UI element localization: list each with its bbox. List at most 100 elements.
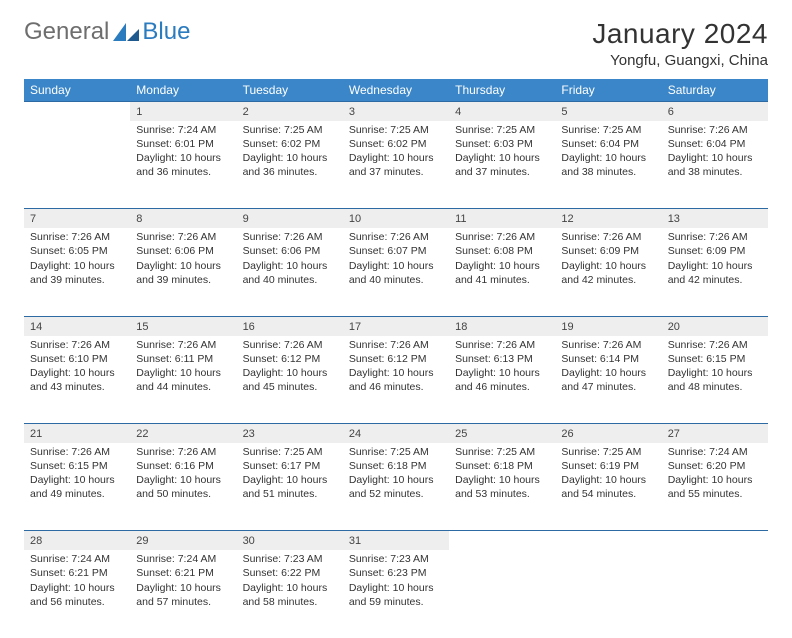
day-number-cell bbox=[24, 102, 130, 121]
sunrise-text: Sunrise: 7:26 AM bbox=[668, 230, 762, 244]
sunrise-text: Sunrise: 7:26 AM bbox=[136, 445, 230, 459]
sunrise-text: Sunrise: 7:25 AM bbox=[349, 445, 443, 459]
day-number-cell bbox=[662, 531, 768, 550]
day-content-cell bbox=[449, 550, 555, 638]
header: General Blue January 2024 Yongfu, Guangx… bbox=[24, 18, 768, 69]
day-content-cell: Sunrise: 7:26 AMSunset: 6:10 PMDaylight:… bbox=[24, 336, 130, 424]
sunrise-text: Sunrise: 7:26 AM bbox=[349, 230, 443, 244]
daylight-text: Daylight: 10 hours and 56 minutes. bbox=[30, 581, 124, 609]
brand-logo: General Blue bbox=[24, 18, 190, 46]
day-content-cell: Sunrise: 7:26 AMSunset: 6:09 PMDaylight:… bbox=[555, 228, 661, 316]
day-content-cell: Sunrise: 7:26 AMSunset: 6:16 PMDaylight:… bbox=[130, 443, 236, 531]
sunset-text: Sunset: 6:01 PM bbox=[136, 137, 230, 151]
sunrise-text: Sunrise: 7:26 AM bbox=[30, 338, 124, 352]
sunrise-text: Sunrise: 7:24 AM bbox=[668, 445, 762, 459]
day-number-cell: 24 bbox=[343, 424, 449, 443]
daynum-row: 78910111213 bbox=[24, 209, 768, 228]
sunrise-text: Sunrise: 7:26 AM bbox=[455, 338, 549, 352]
day-content-cell: Sunrise: 7:25 AMSunset: 6:04 PMDaylight:… bbox=[555, 121, 661, 209]
daylight-text: Daylight: 10 hours and 48 minutes. bbox=[668, 366, 762, 394]
day-number-cell bbox=[449, 531, 555, 550]
sunrise-text: Sunrise: 7:26 AM bbox=[136, 338, 230, 352]
day-number-cell: 5 bbox=[555, 102, 661, 121]
day-content-cell: Sunrise: 7:24 AMSunset: 6:01 PMDaylight:… bbox=[130, 121, 236, 209]
daylight-text: Daylight: 10 hours and 37 minutes. bbox=[455, 151, 549, 179]
day-content-cell: Sunrise: 7:24 AMSunset: 6:21 PMDaylight:… bbox=[130, 550, 236, 638]
daylight-text: Daylight: 10 hours and 42 minutes. bbox=[561, 259, 655, 287]
sunrise-text: Sunrise: 7:26 AM bbox=[30, 230, 124, 244]
sunrise-text: Sunrise: 7:24 AM bbox=[30, 552, 124, 566]
day-content-cell: Sunrise: 7:26 AMSunset: 6:11 PMDaylight:… bbox=[130, 336, 236, 424]
sunset-text: Sunset: 6:06 PM bbox=[243, 244, 337, 258]
sunset-text: Sunset: 6:12 PM bbox=[243, 352, 337, 366]
sunset-text: Sunset: 6:08 PM bbox=[455, 244, 549, 258]
day-content-cell: Sunrise: 7:25 AMSunset: 6:02 PMDaylight:… bbox=[237, 121, 343, 209]
day-content-row: Sunrise: 7:24 AMSunset: 6:01 PMDaylight:… bbox=[24, 121, 768, 209]
day-number-cell: 21 bbox=[24, 424, 130, 443]
sunset-text: Sunset: 6:16 PM bbox=[136, 459, 230, 473]
sunset-text: Sunset: 6:06 PM bbox=[136, 244, 230, 258]
day-number-cell: 19 bbox=[555, 316, 661, 335]
day-number-cell: 9 bbox=[237, 209, 343, 228]
sunset-text: Sunset: 6:15 PM bbox=[30, 459, 124, 473]
day-number-cell: 1 bbox=[130, 102, 236, 121]
daylight-text: Daylight: 10 hours and 54 minutes. bbox=[561, 473, 655, 501]
daylight-text: Daylight: 10 hours and 51 minutes. bbox=[243, 473, 337, 501]
daylight-text: Daylight: 10 hours and 41 minutes. bbox=[455, 259, 549, 287]
day-number-cell: 13 bbox=[662, 209, 768, 228]
sunrise-text: Sunrise: 7:26 AM bbox=[243, 230, 337, 244]
sunrise-text: Sunrise: 7:25 AM bbox=[455, 123, 549, 137]
day-content-cell bbox=[555, 550, 661, 638]
day-number-cell: 26 bbox=[555, 424, 661, 443]
title-block: January 2024 Yongfu, Guangxi, China bbox=[592, 18, 768, 69]
sunrise-text: Sunrise: 7:26 AM bbox=[455, 230, 549, 244]
daynum-row: 21222324252627 bbox=[24, 424, 768, 443]
day-number-cell: 17 bbox=[343, 316, 449, 335]
daylight-text: Daylight: 10 hours and 43 minutes. bbox=[30, 366, 124, 394]
daynum-row: 123456 bbox=[24, 102, 768, 121]
sunrise-text: Sunrise: 7:24 AM bbox=[136, 552, 230, 566]
sunrise-text: Sunrise: 7:23 AM bbox=[243, 552, 337, 566]
weekday-header: Sunday bbox=[24, 79, 130, 102]
daylight-text: Daylight: 10 hours and 42 minutes. bbox=[668, 259, 762, 287]
day-content-cell: Sunrise: 7:25 AMSunset: 6:18 PMDaylight:… bbox=[449, 443, 555, 531]
sunset-text: Sunset: 6:07 PM bbox=[349, 244, 443, 258]
day-number-cell: 4 bbox=[449, 102, 555, 121]
day-number-cell: 16 bbox=[237, 316, 343, 335]
day-content-cell: Sunrise: 7:26 AMSunset: 6:13 PMDaylight:… bbox=[449, 336, 555, 424]
day-number-cell: 31 bbox=[343, 531, 449, 550]
daylight-text: Daylight: 10 hours and 46 minutes. bbox=[455, 366, 549, 394]
sunset-text: Sunset: 6:21 PM bbox=[136, 566, 230, 580]
sunset-text: Sunset: 6:15 PM bbox=[668, 352, 762, 366]
day-content-cell: Sunrise: 7:26 AMSunset: 6:12 PMDaylight:… bbox=[343, 336, 449, 424]
day-content-row: Sunrise: 7:26 AMSunset: 6:05 PMDaylight:… bbox=[24, 228, 768, 316]
sail-icon bbox=[113, 23, 139, 41]
daylight-text: Daylight: 10 hours and 49 minutes. bbox=[30, 473, 124, 501]
daylight-text: Daylight: 10 hours and 37 minutes. bbox=[349, 151, 443, 179]
sunset-text: Sunset: 6:09 PM bbox=[668, 244, 762, 258]
day-content-row: Sunrise: 7:24 AMSunset: 6:21 PMDaylight:… bbox=[24, 550, 768, 638]
sunset-text: Sunset: 6:10 PM bbox=[30, 352, 124, 366]
day-content-cell: Sunrise: 7:25 AMSunset: 6:02 PMDaylight:… bbox=[343, 121, 449, 209]
day-content-cell: Sunrise: 7:26 AMSunset: 6:06 PMDaylight:… bbox=[130, 228, 236, 316]
sunrise-text: Sunrise: 7:25 AM bbox=[243, 445, 337, 459]
daylight-text: Daylight: 10 hours and 57 minutes. bbox=[136, 581, 230, 609]
sunrise-text: Sunrise: 7:26 AM bbox=[349, 338, 443, 352]
day-content-cell: Sunrise: 7:25 AMSunset: 6:18 PMDaylight:… bbox=[343, 443, 449, 531]
day-number-cell: 10 bbox=[343, 209, 449, 228]
daylight-text: Daylight: 10 hours and 44 minutes. bbox=[136, 366, 230, 394]
sunrise-text: Sunrise: 7:26 AM bbox=[243, 338, 337, 352]
brand-part1: General bbox=[24, 18, 109, 46]
weekday-header: Monday bbox=[130, 79, 236, 102]
sunrise-text: Sunrise: 7:25 AM bbox=[561, 123, 655, 137]
day-number-cell: 2 bbox=[237, 102, 343, 121]
sunset-text: Sunset: 6:02 PM bbox=[349, 137, 443, 151]
brand-part2: Blue bbox=[142, 18, 190, 46]
weekday-header: Friday bbox=[555, 79, 661, 102]
day-number-cell: 11 bbox=[449, 209, 555, 228]
day-content-row: Sunrise: 7:26 AMSunset: 6:10 PMDaylight:… bbox=[24, 336, 768, 424]
day-number-cell: 14 bbox=[24, 316, 130, 335]
calendar-page: General Blue January 2024 Yongfu, Guangx… bbox=[0, 0, 792, 612]
day-number-cell: 6 bbox=[662, 102, 768, 121]
sunset-text: Sunset: 6:14 PM bbox=[561, 352, 655, 366]
